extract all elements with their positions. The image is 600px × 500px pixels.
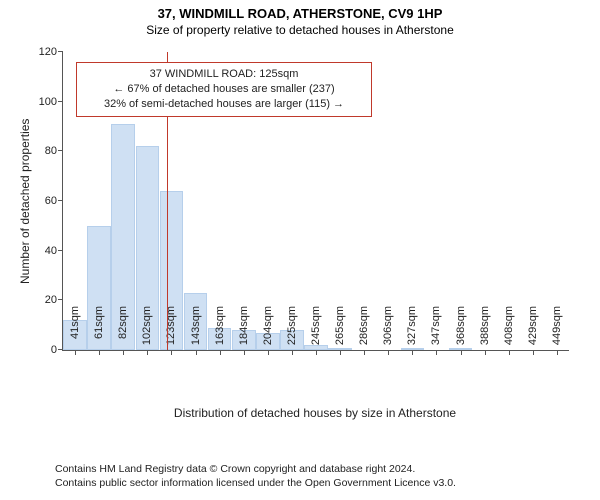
x-tick-label: 82sqm (117, 298, 129, 356)
annotation-box: 37 WINDMILL ROAD: 125sqm ← 67% of detach… (76, 62, 372, 117)
y-tick-mark (58, 51, 63, 52)
y-tick-label: 20 (45, 294, 63, 306)
y-tick-label: 120 (39, 46, 63, 58)
x-tick-label: 61sqm (93, 298, 105, 356)
annotation-line: ← 67% of detached houses are smaller (23… (85, 82, 363, 97)
y-tick-mark (58, 250, 63, 251)
x-tick-label: 245sqm (310, 298, 322, 356)
y-tick-label: 80 (45, 145, 63, 157)
x-tick-label: 449sqm (551, 298, 563, 356)
x-tick-label: 286sqm (358, 298, 370, 356)
x-tick-label: 204sqm (262, 298, 274, 356)
annotation-line: 37 WINDMILL ROAD: 125sqm (85, 67, 363, 82)
x-tick-label: 225sqm (286, 298, 298, 356)
y-tick-mark (58, 150, 63, 151)
y-tick-label: 100 (39, 96, 63, 108)
x-tick-label: 163sqm (214, 298, 226, 356)
x-axis-label: Distribution of detached houses by size … (62, 406, 568, 420)
x-tick-label: 265sqm (334, 298, 346, 356)
x-tick-label: 41sqm (69, 298, 81, 356)
x-tick-label: 327sqm (406, 298, 418, 356)
y-tick-mark (58, 101, 63, 102)
x-tick-label: 408sqm (503, 298, 515, 356)
x-tick-label: 368sqm (455, 298, 467, 356)
y-tick-label: 40 (45, 245, 63, 257)
y-tick-mark (58, 200, 63, 201)
chart-subtitle: Size of property relative to detached ho… (0, 21, 600, 37)
y-tick-label: 0 (51, 344, 63, 356)
footer-line: Contains public sector information licen… (55, 476, 456, 490)
x-tick-label: 184sqm (238, 298, 250, 356)
y-tick-label: 60 (45, 195, 63, 207)
x-tick-label: 102sqm (141, 298, 153, 356)
x-tick-label: 306sqm (382, 298, 394, 356)
y-axis-label: Number of detached properties (18, 119, 32, 284)
x-tick-label: 429sqm (527, 298, 539, 356)
x-tick-label: 143sqm (190, 298, 202, 356)
x-tick-label: 347sqm (430, 298, 442, 356)
footer-line: Contains HM Land Registry data © Crown c… (55, 462, 456, 476)
footer-attribution: Contains HM Land Registry data © Crown c… (55, 462, 456, 490)
annotation-line: 32% of semi-detached houses are larger (… (85, 97, 363, 112)
chart-title: 37, WINDMILL ROAD, ATHERSTONE, CV9 1HP (0, 0, 600, 21)
x-tick-label: 388sqm (479, 298, 491, 356)
y-tick-mark (58, 299, 63, 300)
